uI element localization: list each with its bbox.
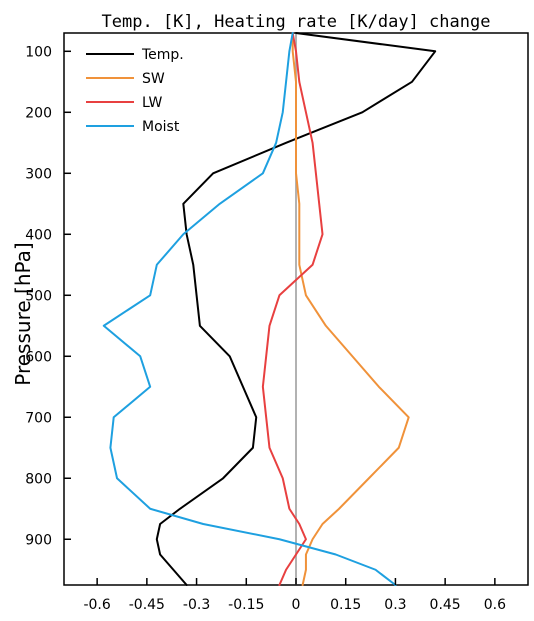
series-line-lw (261, 32, 324, 586)
series-line-moist (102, 32, 397, 586)
x-tick-label: -0.15 (228, 597, 264, 613)
x-tick-label: -0.3 (183, 597, 210, 613)
axis-layer: -0.6 -0.45 -0.3 -0.15 0 0.15 0.3 0.45 0.6 100 200 3… (25, 44, 506, 613)
x-tick-label: 0.6 (484, 597, 506, 613)
y-tick-label: 200 (25, 105, 52, 121)
legend-label: Moist (142, 119, 180, 135)
y-axis-title: Pressure [hPa] (11, 242, 35, 385)
legend: Temp. SW LW Moist (86, 47, 184, 135)
y-tick-label: 800 (25, 471, 52, 487)
y-tick-label: 700 (25, 410, 52, 426)
x-tick-label: 0.15 (330, 597, 361, 613)
series-line-temp (155, 32, 437, 586)
x-tick-label: 0.3 (384, 597, 406, 613)
legend-label: LW (142, 95, 163, 111)
y-tick-label: 600 (25, 349, 52, 365)
x-tick-label: 0 (292, 597, 301, 613)
legend-label: SW (142, 71, 165, 87)
series-line-sw (291, 32, 410, 586)
y-tick-label: 300 (25, 166, 52, 182)
y-tick-label: 500 (25, 288, 52, 304)
x-tick-label: 0.45 (430, 597, 461, 613)
y-tick-label: 900 (25, 532, 52, 548)
y-tick-label: 400 (25, 227, 52, 243)
x-tick-label: -0.45 (129, 597, 165, 613)
legend-label: Temp. (141, 47, 184, 63)
x-tick-label: -0.6 (83, 597, 110, 613)
y-tick-label: 100 (25, 44, 52, 60)
chart-title: Temp. [K], Heating rate [K/day] change (102, 12, 491, 32)
series-layer (102, 32, 437, 586)
